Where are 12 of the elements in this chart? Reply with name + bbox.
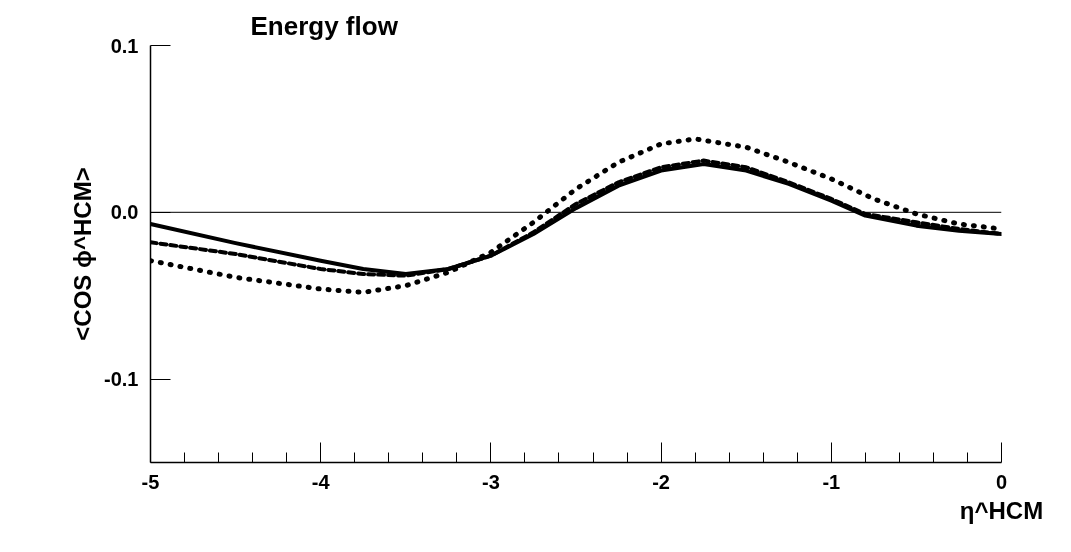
x-tick-label: -5 bbox=[141, 470, 160, 493]
y-tick-label: 0.1 bbox=[110, 34, 139, 57]
x-tick-label: -4 bbox=[311, 470, 331, 493]
y-tick-label: 0.0 bbox=[110, 201, 139, 224]
x-axis-title: η^HCM bbox=[959, 496, 1044, 524]
x-tick-label: -2 bbox=[652, 470, 671, 493]
y-tick-label: -0.1 bbox=[104, 368, 139, 391]
x-tick-label: -3 bbox=[482, 470, 500, 493]
x-tick-label: 0 bbox=[995, 470, 1008, 493]
y-axis-title: <COS ϕ^HCM> bbox=[69, 167, 97, 341]
chart-title: Energy flow bbox=[250, 10, 399, 41]
x-tick-label: -1 bbox=[822, 470, 841, 493]
